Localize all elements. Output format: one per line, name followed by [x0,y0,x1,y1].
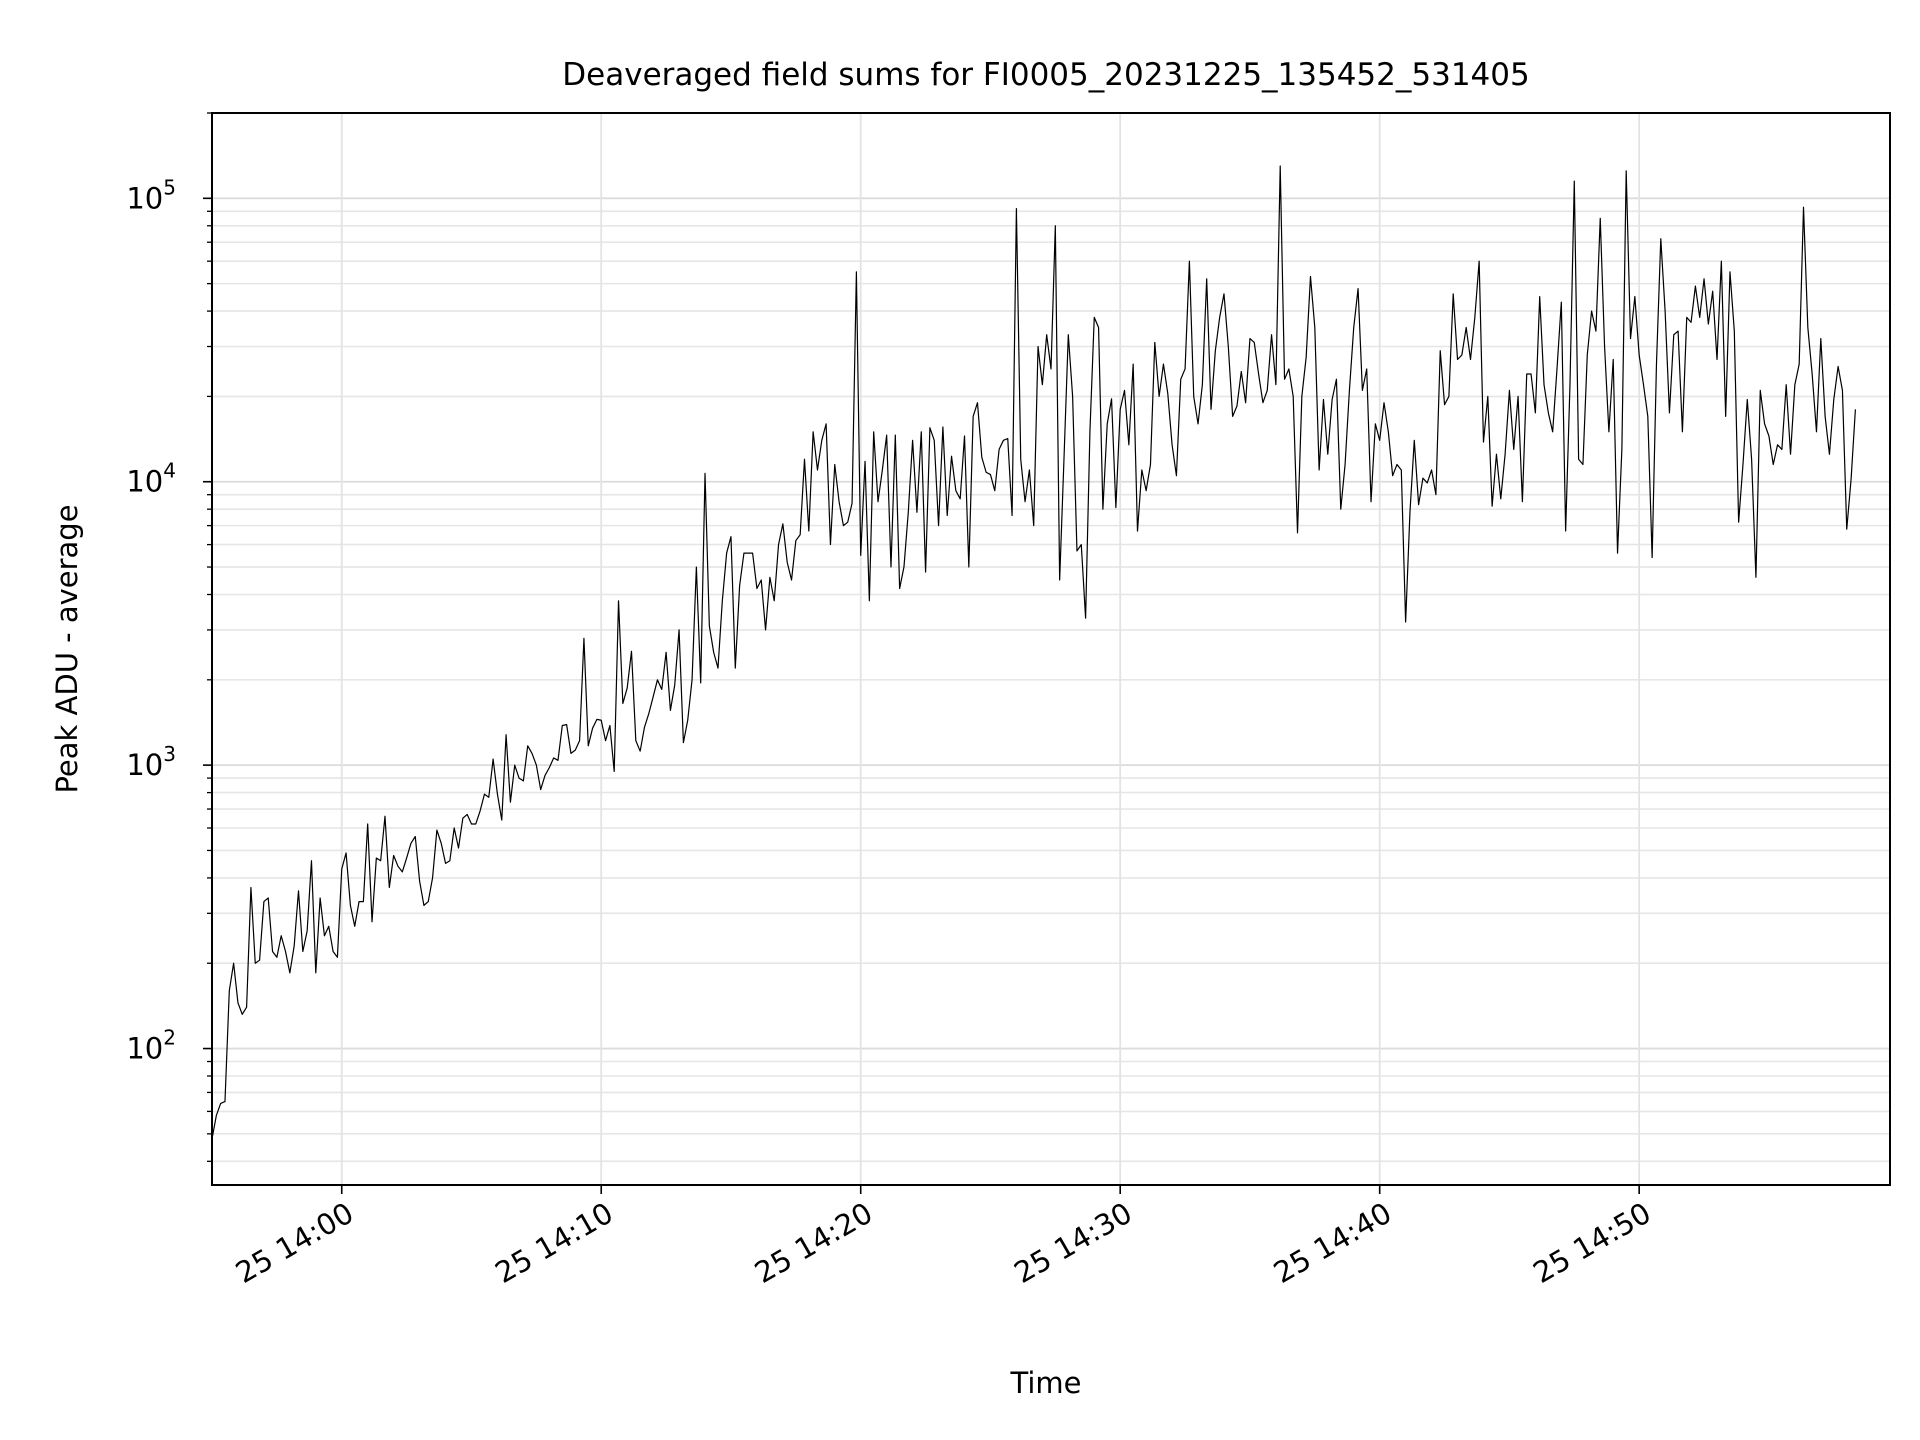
y-tick-label-exponent: 3 [163,742,176,766]
y-tick-label-base: 10 [126,465,163,499]
chart-title: Deaveraged field sums for FI0005_2023122… [562,57,1529,93]
x-axis-label: Time [1010,1366,1082,1400]
y-tick-label-base: 10 [126,748,163,782]
series-line [212,165,1856,1139]
y-tick-label-exponent: 5 [163,175,176,199]
plot-frame [211,112,1891,1186]
y-tick-label-base: 10 [126,1032,163,1066]
y-tick-label: 105 [126,175,176,215]
y-tick-label: 103 [126,742,176,782]
y-tick-label-exponent: 2 [163,1026,176,1050]
y-tick-label-base: 10 [126,181,163,215]
y-tick-label-exponent: 4 [163,459,176,483]
grid [212,112,1890,1185]
y-tick-label: 104 [126,459,176,499]
y-tick-label: 102 [126,1026,176,1066]
y-axis-label: Peak ADU - average [50,504,84,793]
